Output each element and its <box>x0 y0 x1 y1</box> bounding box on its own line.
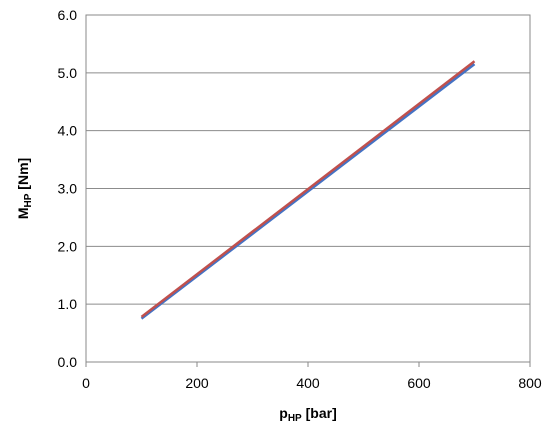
x-tick-marks <box>85 362 531 367</box>
series-lines <box>140 60 476 320</box>
y-tick-label: 4.0 <box>58 123 78 139</box>
x-tick-labels: 0 200 400 600 800 <box>82 375 542 391</box>
x-axis-title: pHP [bar] <box>279 405 336 424</box>
x-axis-title-main: p <box>279 405 288 421</box>
y-axis-title-subscript: HP <box>23 193 34 207</box>
y-tick-label: 2.0 <box>58 238 78 254</box>
y-tick-label: 1.0 <box>58 296 78 312</box>
y-tick-label: 0.0 <box>58 354 78 370</box>
gridlines <box>86 14 530 305</box>
y-tick-labels: 0.0 1.0 2.0 3.0 4.0 5.0 6.0 <box>58 7 78 370</box>
y-tick-label: 5.0 <box>58 65 78 81</box>
y-axis-title-unit: [Nm] <box>15 158 31 194</box>
y-axis-title-main: M <box>15 208 31 220</box>
y-axis-title: MHP [Nm] <box>15 158 34 219</box>
x-axis-title-unit: [bar] <box>302 405 337 421</box>
x-axis-title-subscript: HP <box>288 413 302 424</box>
x-tick-label: 600 <box>407 375 431 391</box>
x-tick-label: 800 <box>518 375 542 391</box>
x-tick-label: 200 <box>185 375 209 391</box>
series-line-2 <box>140 60 476 318</box>
y-tick-label: 3.0 <box>58 181 78 197</box>
x-tick-label: 0 <box>82 375 90 391</box>
series-line-1 <box>140 63 476 320</box>
x-tick-label: 400 <box>296 375 320 391</box>
y-tick-label: 6.0 <box>58 7 78 23</box>
